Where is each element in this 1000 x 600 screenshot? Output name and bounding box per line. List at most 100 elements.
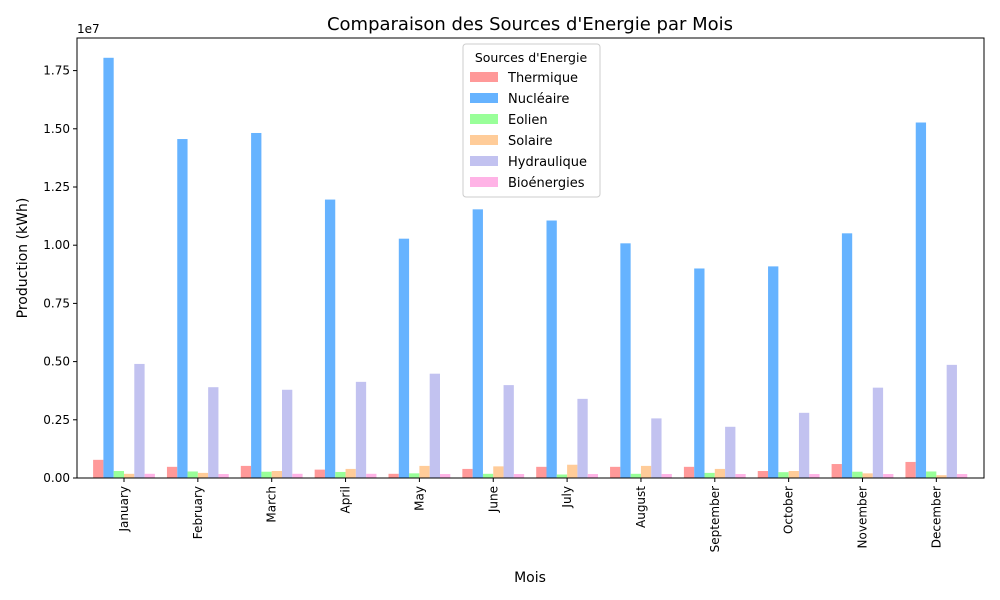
x-tick-label-march: March [265, 486, 279, 523]
y-tick-label: 0.25 [43, 413, 70, 427]
x-tick-label-may: May [412, 486, 426, 511]
bar-thermique-may [388, 473, 399, 478]
y-tick-label: 0.75 [43, 296, 70, 310]
bar-bioénergies-december [956, 474, 968, 478]
y-axis: 0.00 0.25 0.50 0.75 1.00 1.25 1.50 1.75 [43, 64, 77, 485]
legend-label-bioénergies: Bioénergies [508, 176, 585, 191]
y-tick-label: 1.00 [43, 238, 70, 252]
bar-bioénergies-september [735, 474, 746, 478]
bar-solaire-august [640, 465, 652, 478]
bar-hydraulique-august [651, 418, 662, 478]
legend-swatch-nucléaire [470, 93, 498, 103]
bar-hydraulique-may [429, 373, 440, 478]
bar-nucléaire-august [620, 243, 631, 478]
x-tick-label-april: April [339, 486, 353, 513]
x-tick-label-january: January [117, 486, 131, 533]
legend-label-solaire: Solaire [508, 134, 552, 149]
x-axis: January February March April May June July Augu… [117, 478, 943, 552]
bar-bioénergies-april [366, 473, 377, 478]
bar-eolien-march [261, 471, 272, 478]
bar-bioénergies-march [292, 473, 303, 478]
bar-nucléaire-march [251, 132, 262, 479]
bar-thermique-november [831, 464, 842, 478]
bar-bioénergies-june [513, 474, 525, 478]
bar-eolien-july [556, 474, 568, 478]
bar-solaire-march [271, 471, 282, 478]
bar-solaire-february [197, 472, 209, 478]
bar-solaire-december [936, 475, 947, 478]
bar-hydraulique-september [725, 426, 736, 478]
y-tick-label: 1.50 [43, 122, 70, 136]
legend-title: Sources d'Energie [475, 50, 588, 65]
x-tick-label-november: November [856, 486, 870, 548]
bar-nucléaire-november [841, 233, 853, 478]
bar-bioénergies-august [661, 474, 672, 478]
bar-solaire-july [567, 464, 578, 478]
y-tick-label: 1.75 [43, 64, 70, 78]
bar-bioénergies-february [218, 474, 229, 478]
legend-swatch-bioénergies [470, 177, 498, 187]
bar-thermique-february [166, 466, 178, 478]
bar-eolien-november [852, 471, 863, 478]
y-axis-multiplier: 1e7 [77, 22, 100, 36]
bar-bioénergies-january [144, 473, 155, 478]
bar-eolien-september [704, 472, 715, 478]
legend-label-nucléaire: Nucléaire [508, 92, 569, 107]
bar-eolien-april [335, 471, 346, 478]
y-tick-label: 1.25 [43, 180, 70, 194]
bar-bioénergies-october [809, 474, 820, 478]
bar-hydraulique-january [134, 363, 145, 478]
bar-thermique-june [462, 468, 473, 478]
bar-eolien-january [113, 471, 124, 478]
bar-thermique-july [536, 466, 547, 478]
bar-nucléaire-january [103, 57, 114, 478]
bar-hydraulique-july [577, 398, 588, 478]
legend-label-hydraulique: Hydraulique [508, 155, 587, 170]
bar-eolien-december [926, 471, 937, 478]
bar-hydraulique-april [355, 381, 367, 478]
y-tick-label: 0.00 [43, 471, 70, 485]
bar-thermique-september [683, 466, 695, 478]
legend-label-eolien: Eolien [508, 113, 548, 128]
legend-swatch-thermique [470, 72, 498, 82]
bar-nucléaire-april [324, 199, 336, 478]
legend: Sources d'Energie Thermique Nucléaire Eoli… [462, 43, 601, 198]
legend-swatch-eolien [470, 114, 498, 124]
bar-eolien-october [778, 472, 789, 478]
legend-swatch-solaire [470, 135, 498, 145]
y-tick-label: 0.50 [43, 355, 70, 369]
bar-nucléaire-july [546, 220, 557, 478]
bar-bioénergies-july [587, 474, 598, 478]
bar-nucléaire-october [768, 266, 779, 478]
bar-hydraulique-february [208, 387, 219, 478]
bar-eolien-may [409, 473, 420, 478]
chart-title: Comparaison des Sources d'Energie par Mo… [327, 14, 733, 35]
bar-solaire-september [714, 468, 726, 478]
bar-nucléaire-february [177, 139, 188, 479]
x-tick-label-july: July [560, 486, 574, 509]
x-axis-label: Mois [514, 570, 546, 586]
bar-solaire-june [493, 466, 504, 478]
bar-nucléaire-september [694, 268, 705, 478]
bar-nucléaire-december [915, 122, 927, 478]
bar-bioénergies-may [440, 474, 451, 478]
bar-hydraulique-november [872, 387, 884, 478]
x-tick-label-september: September [708, 486, 722, 552]
bar-bioénergies-november [883, 474, 894, 478]
legend-swatch-hydraulique [470, 156, 498, 166]
x-tick-label-august: August [634, 486, 648, 528]
bar-thermique-march [240, 465, 252, 478]
bar-solaire-april [345, 468, 356, 478]
bar-solaire-october [788, 471, 799, 478]
bar-thermique-january [93, 459, 104, 478]
x-tick-label-june: June [486, 486, 500, 513]
bar-hydraulique-december [946, 364, 957, 478]
x-tick-label-october: October [782, 486, 796, 534]
bar-thermique-august [610, 466, 621, 478]
bar-eolien-june [482, 473, 494, 478]
y-axis-label: Production (kWh) [15, 198, 31, 319]
bar-thermique-april [314, 469, 325, 478]
bar-eolien-august [630, 473, 641, 478]
plot-frame [76, 37, 985, 479]
